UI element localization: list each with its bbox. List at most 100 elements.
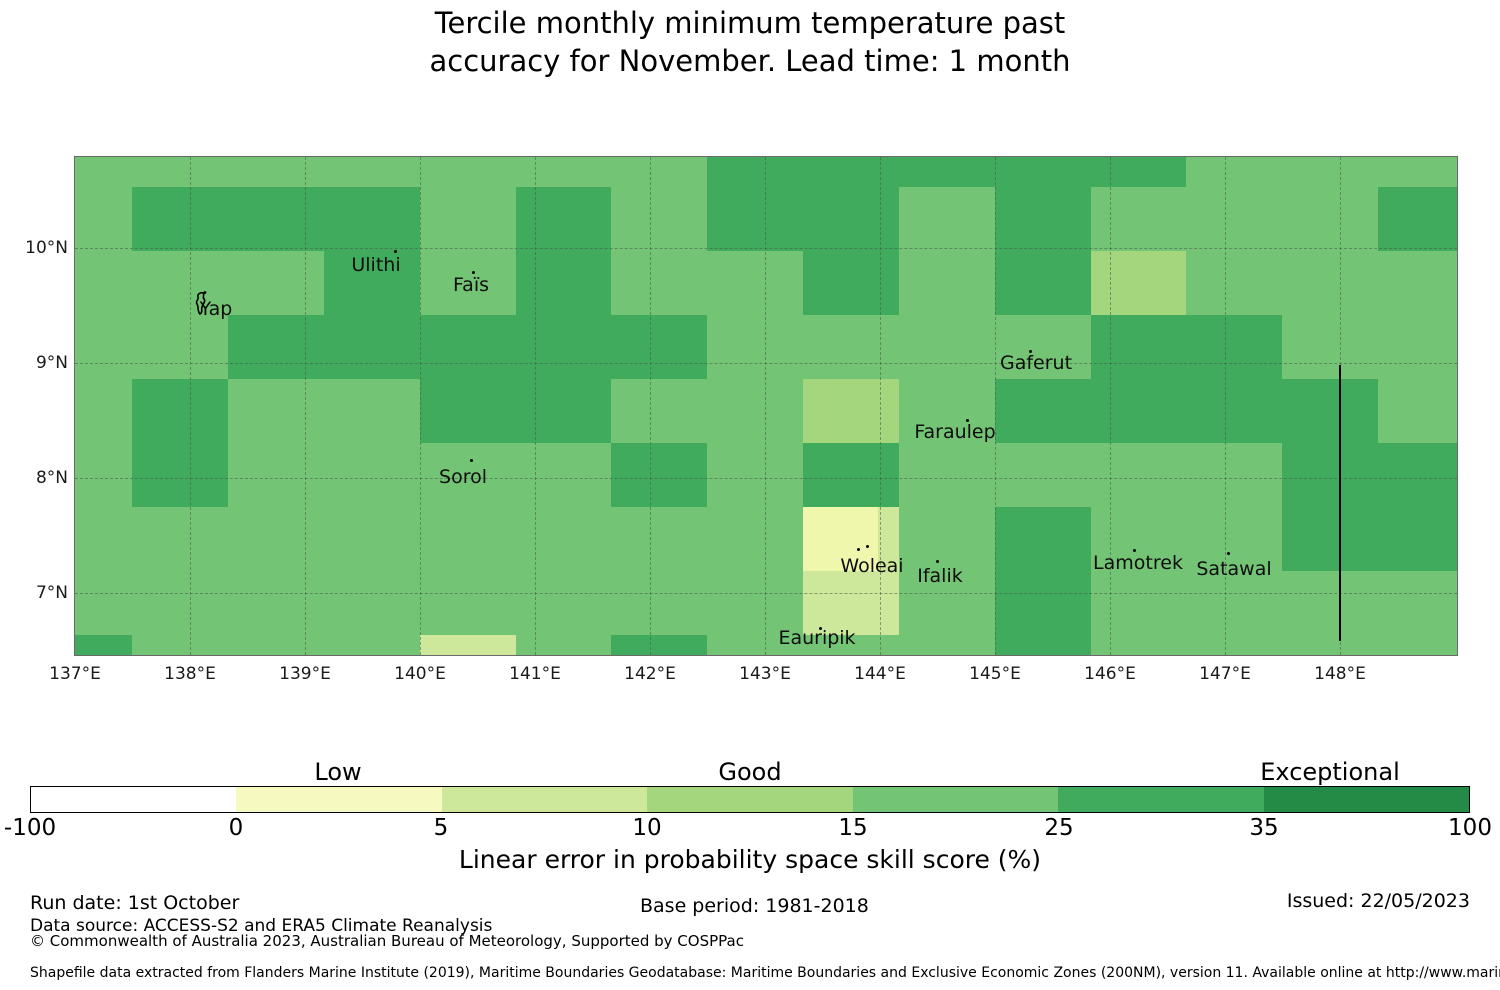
map-cell (1378, 443, 1457, 507)
island-dot (472, 271, 475, 274)
map-cell (803, 187, 899, 251)
x-tick-label: 138°E (164, 664, 216, 684)
map-cell (899, 251, 995, 315)
map-cell (324, 187, 420, 251)
colorbar-segment (647, 787, 853, 812)
map-cell (1186, 251, 1282, 315)
island-label-satawal: Satawal (1196, 558, 1272, 580)
x-tick-label: 147°E (1199, 664, 1251, 684)
map-cell (899, 507, 995, 571)
gridline-vertical (190, 157, 191, 655)
gridline-vertical (535, 157, 536, 655)
map-cell (1186, 507, 1282, 571)
map-cell (995, 157, 1091, 187)
map-cell (420, 443, 516, 507)
map-cell (1282, 507, 1378, 571)
map-cell (1282, 443, 1378, 507)
map-cell (995, 571, 1091, 635)
map-cell (228, 157, 324, 187)
colorbar-segment (1058, 787, 1264, 812)
x-tick-label: 140°E (394, 664, 446, 684)
map-cell (899, 443, 995, 507)
x-tick-label: 146°E (1084, 664, 1136, 684)
map-cell (1091, 571, 1186, 635)
map-cell (995, 443, 1091, 507)
map-cell (1378, 379, 1457, 443)
map-cell (1186, 635, 1282, 655)
data-source-text: Data source: ACCESS-S2 and ERA5 Climate … (30, 916, 493, 936)
colorbar-segment (852, 787, 1059, 812)
map-cell (516, 571, 611, 635)
x-tick-label: 144°E (854, 664, 906, 684)
map-cell (420, 187, 516, 251)
colorbar-tick-label: 5 (433, 815, 449, 841)
map-cell (1091, 379, 1186, 443)
map-cell (228, 187, 324, 251)
gridline-horizontal (75, 593, 1457, 594)
x-tick-label: 139°E (279, 664, 331, 684)
colorbar-segment (1263, 787, 1469, 812)
map-cell (324, 315, 420, 379)
x-tick-label: 137°E (49, 664, 101, 684)
map-cell (611, 443, 707, 507)
gridline-vertical (1110, 157, 1111, 655)
colorbar-tick-label: 100 (1448, 815, 1492, 841)
map-cell (707, 251, 803, 315)
map-cell (1378, 635, 1457, 655)
map-cell (1091, 507, 1186, 571)
map-cell (899, 571, 995, 635)
colorbar-tick-label: 35 (1249, 815, 1279, 841)
map-cell (1186, 443, 1282, 507)
map-cell (1091, 315, 1186, 379)
map-cell (1378, 187, 1457, 251)
map-cell (1091, 443, 1186, 507)
map-cell (516, 315, 611, 379)
map-cell (132, 251, 228, 315)
colorbar-tick-label: -100 (3, 815, 57, 841)
colorbar-tick-label: 10 (632, 815, 662, 841)
map-cell (75, 157, 132, 187)
eez-boundary-line (1339, 365, 1341, 641)
y-tick-label: 10°N (25, 238, 68, 258)
map-cell (75, 635, 132, 655)
map-cell (1186, 187, 1282, 251)
map-cell (1186, 571, 1282, 635)
y-tick-label: 9°N (35, 353, 68, 373)
map-cell (899, 187, 995, 251)
x-tick-label: 142°E (624, 664, 676, 684)
map-cell (1282, 571, 1378, 635)
island-label-lamotrek: Lamotrek (1093, 552, 1183, 574)
gridline-vertical (650, 157, 651, 655)
island-label-eauripik: Eauripik (778, 627, 856, 649)
colorbar-axis-label: Linear error in probability space skill … (458, 845, 1042, 874)
map-cell (803, 635, 899, 655)
x-tick-label: 143°E (739, 664, 791, 684)
colorbar (30, 786, 1470, 813)
map-cell (611, 507, 707, 571)
map-cell (324, 571, 420, 635)
island-dot (394, 250, 397, 253)
chart-title-line2: accuracy for November. Lead time: 1 mont… (429, 44, 1071, 78)
map-cell (707, 315, 803, 379)
map-cell (995, 507, 1091, 571)
shapefile-text: Shapefile data extracted from Flanders M… (30, 965, 1500, 981)
map-cell (132, 157, 228, 187)
map-cell (611, 571, 707, 635)
map-cell (75, 315, 132, 379)
island-label-ifalik: Ifalik (917, 565, 963, 587)
map-cell (707, 635, 803, 655)
island-label-ulithi: Ulithi (351, 254, 401, 276)
island-label-sorol: Sorol (439, 466, 487, 488)
island-dot (936, 560, 939, 563)
map-cell (611, 379, 707, 443)
y-tick-label: 8°N (35, 468, 68, 488)
map-cell (324, 443, 420, 507)
colorbar-segment (31, 787, 237, 812)
map-cell (707, 157, 803, 187)
map-cell (75, 379, 132, 443)
map-cell (228, 315, 324, 379)
map-cell (516, 379, 611, 443)
x-tick-label: 145°E (969, 664, 1021, 684)
gridline-vertical (305, 157, 306, 655)
map-cell (324, 157, 420, 187)
